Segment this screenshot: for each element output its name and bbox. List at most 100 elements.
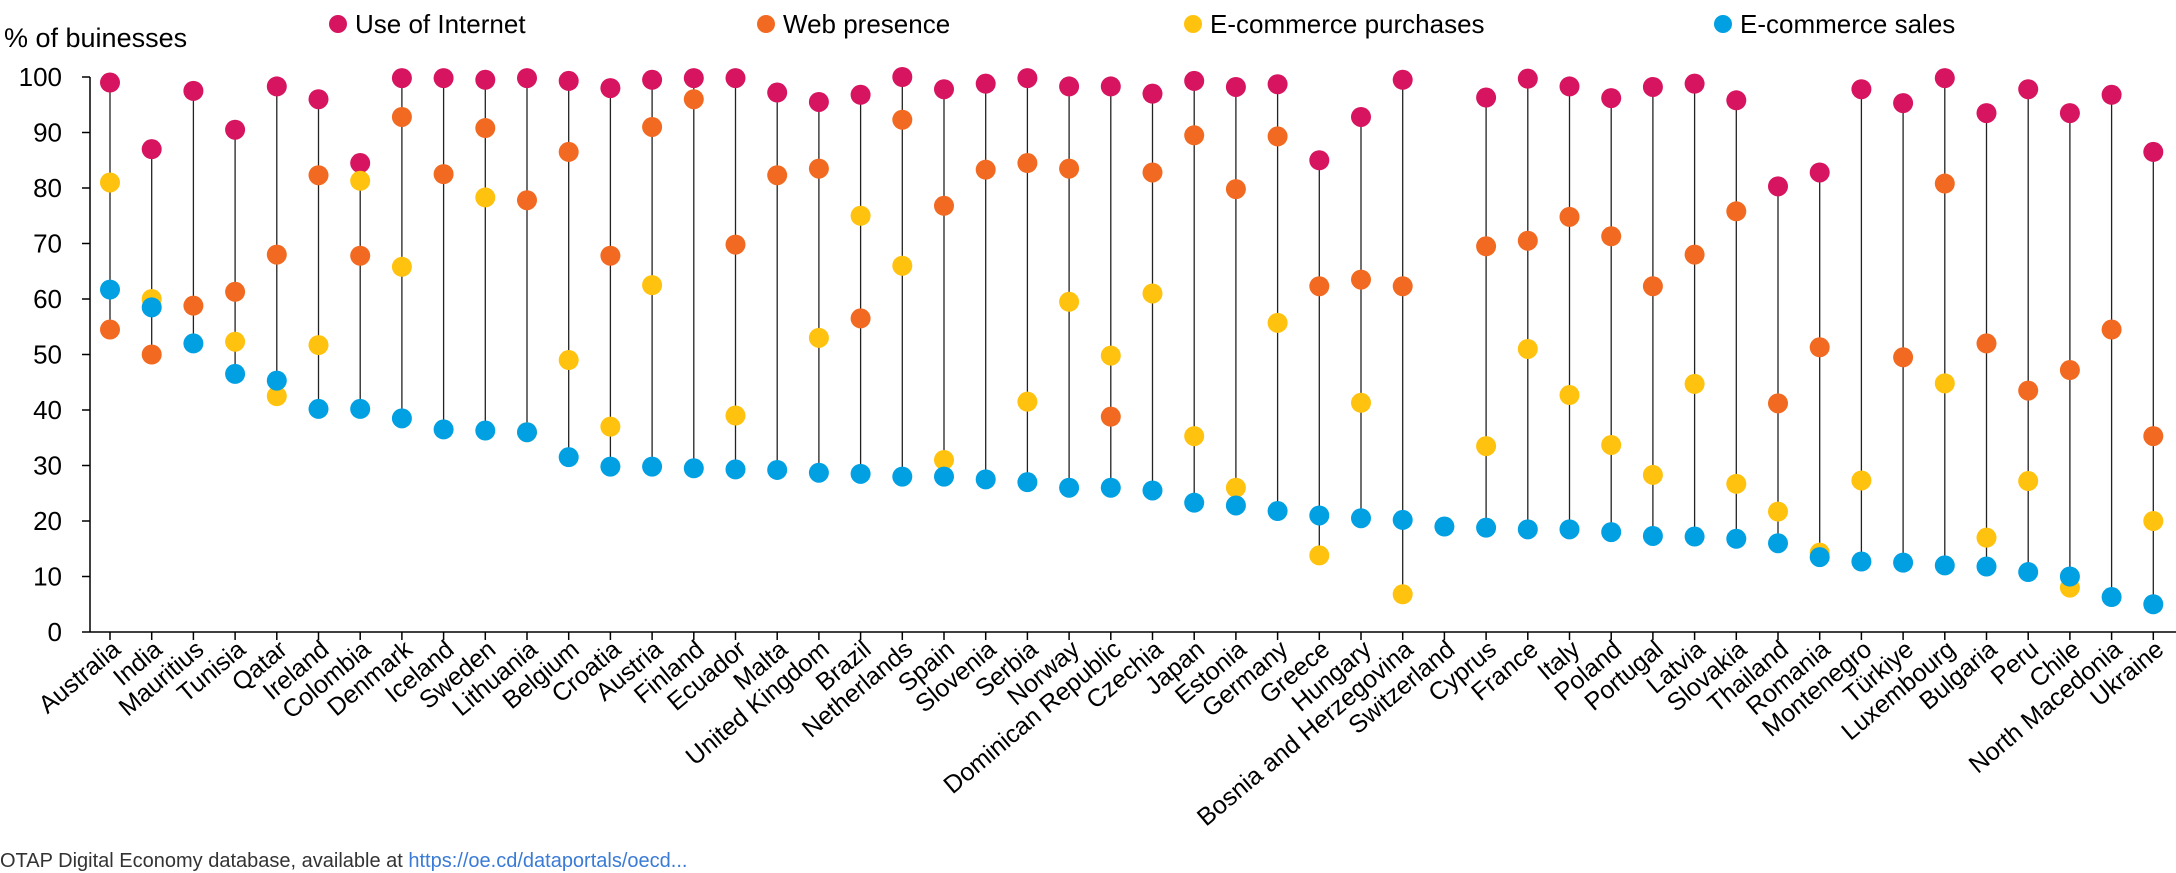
point-web-presence-finland <box>683 89 704 110</box>
legend-marker <box>1184 15 1202 33</box>
point-use-of-internet-sweden <box>475 69 496 90</box>
point-web-presence-norway <box>1059 158 1080 179</box>
point-use-of-internet-cyprus <box>1476 87 1497 108</box>
point-web-presence-latvia <box>1684 244 1705 265</box>
point-web-presence-lithuania <box>517 190 537 211</box>
point-web-presence-luxembourg <box>1934 173 1955 194</box>
point-web-presence-north-macedonia <box>2101 319 2122 340</box>
point-web-presence-slovenia <box>975 159 996 180</box>
y-tick-label: 80 <box>33 173 62 203</box>
point-use-of-internet-brazil <box>850 84 871 105</box>
point-e-commerce-sales-ecuador <box>725 459 746 480</box>
x-axis: AustraliaIndiaMauritiusTunisiaQatarIrela… <box>33 631 2176 832</box>
source-text: OTAP Digital Economy database, available… <box>0 850 409 872</box>
point-e-commerce-purchases-colombia <box>350 170 371 191</box>
point-web-presence-denmark <box>391 106 412 127</box>
point-e-commerce-purchases-austria <box>642 275 663 296</box>
point-e-commerce-sales-turkiye <box>1893 552 1914 573</box>
source-note: OTAP Digital Economy database, available… <box>0 850 687 873</box>
point-e-commerce-sales-india <box>141 297 162 318</box>
source-link[interactable]: https://oe.cd/dataportals/oecd... <box>408 850 688 872</box>
point-e-commerce-purchases-france <box>1517 338 1538 359</box>
point-e-commerce-purchases-latvia <box>1684 373 1705 394</box>
point-web-presence-belgium <box>558 141 579 162</box>
series-e-commerce-sales <box>100 279 2164 615</box>
point-e-commerce-sales-thailand <box>1768 533 1788 554</box>
point-web-presence-netherlands <box>892 109 913 130</box>
legend-item-e-commerce-purchases: E-commerce purchases <box>1184 9 1485 39</box>
point-use-of-internet-north-macedonia <box>2101 84 2122 105</box>
point-use-of-internet-montenegro <box>1851 79 1872 100</box>
legend-marker <box>329 15 347 33</box>
point-e-commerce-purchases-czechia <box>1142 283 1163 304</box>
point-web-presence-czechia <box>1142 162 1163 183</box>
point-use-of-internet-india <box>141 139 162 160</box>
point-e-commerce-sales-austria <box>642 456 663 477</box>
point-use-of-internet-netherlands <box>892 67 913 87</box>
point-use-of-internet-portugal <box>1642 76 1663 97</box>
point-use-of-internet-ecuador <box>725 68 746 89</box>
point-use-of-internet-peru <box>2018 79 2039 100</box>
point-use-of-internet-luxembourg <box>1934 68 1955 89</box>
point-e-commerce-sales-ukraine <box>2143 594 2164 615</box>
point-use-of-internet-austria <box>642 69 663 90</box>
y-tick-label: 50 <box>33 340 62 370</box>
point-use-of-internet-united-kingdom <box>808 91 829 112</box>
y-axis-label: % of buinesses <box>4 23 187 53</box>
point-use-of-internet-croatia <box>600 78 621 99</box>
point-use-of-internet-tunisia <box>225 119 246 140</box>
point-use-of-internet-japan <box>1184 70 1205 91</box>
point-e-commerce-sales-japan <box>1184 492 1205 513</box>
point-e-commerce-sales-switzerland <box>1434 516 1455 537</box>
point-e-commerce-purchases-japan <box>1184 426 1205 447</box>
point-e-commerce-purchases-portugal <box>1642 464 1663 485</box>
point-use-of-internet-hungary <box>1351 106 1371 127</box>
point-e-commerce-sales-malta <box>767 459 788 480</box>
point-web-presence-slovakia <box>1726 201 1747 222</box>
point-e-commerce-sales-united-kingdom <box>808 462 829 483</box>
y-tick-label: 20 <box>33 506 62 536</box>
point-e-commerce-purchases-qatar <box>266 386 287 407</box>
point-web-presence-bulgaria <box>1976 333 1997 354</box>
y-tick-label: 70 <box>33 229 62 259</box>
point-e-commerce-sales-slovakia <box>1726 528 1747 549</box>
legend-item-use-of-internet: Use of Internet <box>329 9 526 39</box>
point-web-presence-poland <box>1601 226 1622 247</box>
point-use-of-internet-ukraine <box>2143 141 2164 162</box>
point-e-commerce-purchases-netherlands <box>892 255 913 276</box>
point-e-commerce-sales-chile <box>2059 566 2080 587</box>
point-web-presence-italy <box>1559 206 1580 227</box>
series-web-presence <box>100 89 2164 447</box>
point-use-of-internet-poland <box>1601 88 1622 109</box>
point-use-of-internet-romania <box>1809 162 1830 183</box>
point-use-of-internet-greece <box>1309 150 1330 171</box>
point-use-of-internet-slovakia <box>1726 90 1747 111</box>
point-use-of-internet-denmark <box>391 68 412 89</box>
legend-item-e-commerce-sales: E-commerce sales <box>1714 9 1955 39</box>
point-use-of-internet-thailand <box>1768 176 1788 197</box>
point-web-presence-chile <box>2059 360 2080 381</box>
point-web-presence-cyprus <box>1476 236 1497 257</box>
point-web-presence-malta <box>767 165 788 186</box>
point-e-commerce-sales-brazil <box>850 463 871 484</box>
point-web-presence-germany <box>1267 126 1288 147</box>
point-e-commerce-sales-qatar <box>266 370 287 391</box>
point-e-commerce-sales-dominican-republic <box>1100 477 1121 498</box>
point-web-presence-greece <box>1309 276 1330 297</box>
x-tick-label-australia: Australia <box>33 635 126 719</box>
point-web-presence-australia <box>100 319 120 340</box>
point-e-commerce-sales-serbia <box>1017 472 1038 493</box>
point-e-commerce-purchases-germany <box>1267 312 1288 333</box>
point-e-commerce-purchases-bosnia-and-herzegovina <box>1392 584 1413 605</box>
point-web-presence-austria <box>642 116 663 137</box>
point-e-commerce-purchases-dominican-republic <box>1100 345 1121 366</box>
point-web-presence-united-kingdom <box>808 158 829 179</box>
point-e-commerce-sales-greece <box>1309 505 1330 526</box>
point-use-of-internet-bosnia-and-herzegovina <box>1392 69 1413 90</box>
point-e-commerce-sales-bosnia-and-herzegovina <box>1392 509 1413 530</box>
point-e-commerce-purchases-luxembourg <box>1934 373 1955 394</box>
point-use-of-internet-turkiye <box>1893 93 1914 114</box>
point-use-of-internet-spain <box>934 79 954 100</box>
y-tick-label: 30 <box>33 451 62 481</box>
point-e-commerce-purchases-italy <box>1559 385 1580 406</box>
